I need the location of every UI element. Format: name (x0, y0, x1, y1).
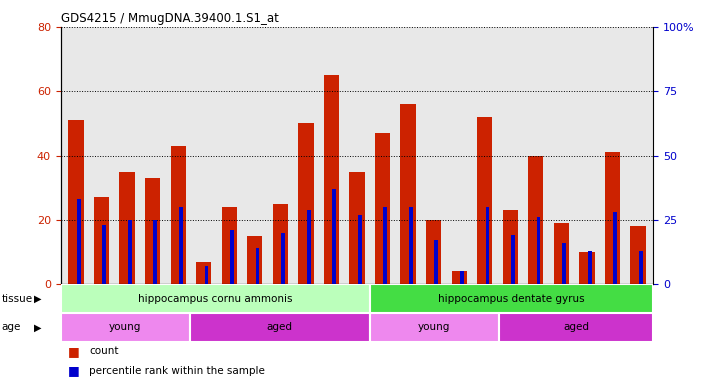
Bar (383, 207, 387, 284)
Text: young: young (109, 322, 141, 333)
Bar (230, 230, 234, 284)
Bar (205, 266, 208, 284)
Text: young: young (418, 322, 451, 333)
Bar (307, 210, 311, 284)
Bar (605, 152, 620, 284)
Bar (537, 217, 540, 284)
Bar (94, 197, 109, 284)
Bar (128, 220, 132, 284)
Bar (435, 240, 438, 284)
Bar (553, 223, 569, 284)
Text: ■: ■ (68, 364, 84, 377)
Bar (332, 189, 336, 284)
Text: ■: ■ (68, 345, 84, 358)
Bar (401, 104, 416, 284)
Bar (61, 313, 189, 342)
Bar (119, 172, 135, 284)
Text: age: age (1, 322, 21, 333)
Bar (409, 207, 413, 284)
Bar (196, 262, 211, 284)
Text: aged: aged (563, 322, 589, 333)
Bar (179, 207, 183, 284)
Text: aged: aged (267, 322, 293, 333)
Text: tissue: tissue (1, 293, 33, 304)
Bar (498, 313, 653, 342)
Bar (613, 212, 617, 284)
Bar (102, 225, 106, 284)
Bar (460, 271, 464, 284)
Bar (273, 204, 288, 284)
Bar (370, 313, 498, 342)
Bar (486, 207, 489, 284)
Bar (511, 235, 515, 284)
Text: GDS4215 / MmugDNA.39400.1.S1_at: GDS4215 / MmugDNA.39400.1.S1_at (61, 12, 278, 25)
Text: count: count (89, 346, 119, 356)
Text: hippocampus cornu ammonis: hippocampus cornu ammonis (138, 293, 293, 304)
Bar (358, 215, 362, 284)
Bar (426, 220, 441, 284)
Bar (281, 233, 285, 284)
Text: hippocampus dentate gyrus: hippocampus dentate gyrus (438, 293, 585, 304)
Bar (154, 220, 157, 284)
Bar (579, 252, 595, 284)
Bar (370, 284, 653, 313)
Bar (247, 236, 263, 284)
Bar (503, 210, 518, 284)
Bar (375, 133, 391, 284)
Bar (61, 284, 370, 313)
Text: ▶: ▶ (34, 322, 42, 333)
Bar (639, 251, 643, 284)
Bar (69, 120, 84, 284)
Bar (145, 178, 161, 284)
Text: ▶: ▶ (34, 293, 42, 304)
Bar (171, 146, 186, 284)
Bar (630, 226, 645, 284)
Bar (588, 251, 592, 284)
Bar (528, 156, 543, 284)
Bar (189, 313, 370, 342)
Bar (77, 199, 81, 284)
Bar (477, 117, 493, 284)
Bar (451, 271, 467, 284)
Bar (349, 172, 365, 284)
Bar (298, 123, 313, 284)
Text: percentile rank within the sample: percentile rank within the sample (89, 366, 265, 376)
Bar (323, 75, 339, 284)
Bar (256, 248, 259, 284)
Bar (221, 207, 237, 284)
Bar (562, 243, 566, 284)
